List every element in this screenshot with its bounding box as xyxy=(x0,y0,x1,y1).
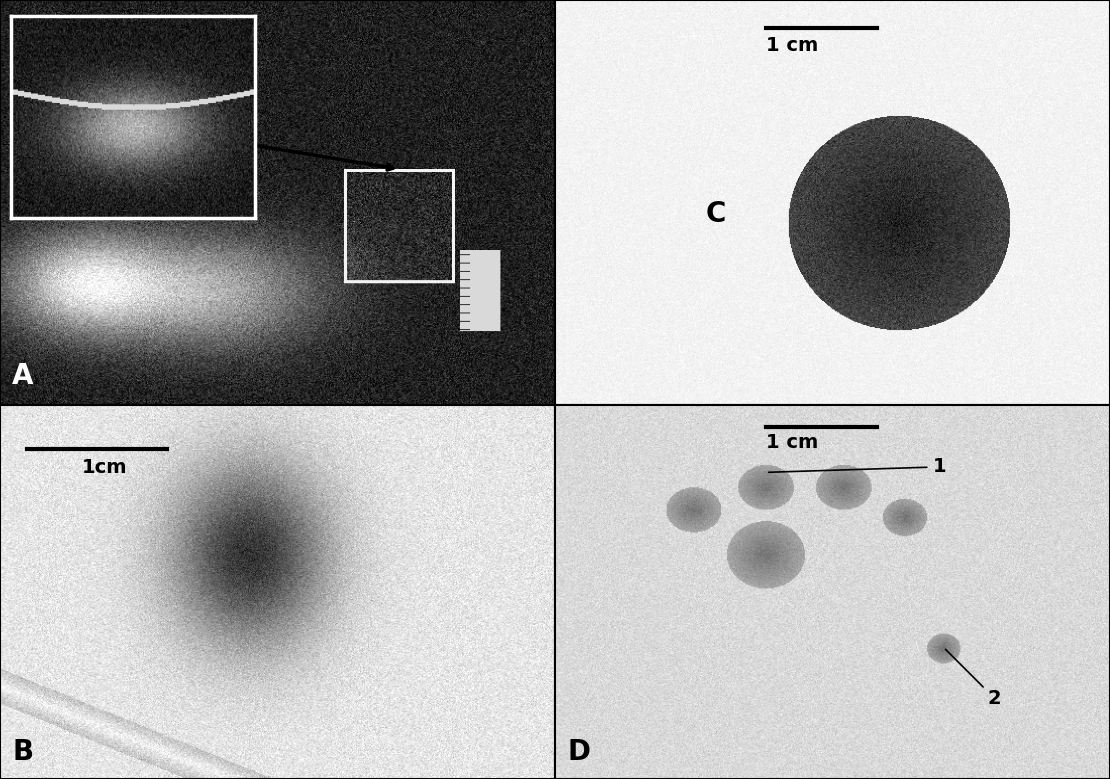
Text: 1 cm: 1 cm xyxy=(766,433,818,453)
Text: A: A xyxy=(12,362,33,390)
Text: 1 cm: 1 cm xyxy=(766,36,818,55)
Text: 1cm: 1cm xyxy=(82,458,128,478)
Text: B: B xyxy=(12,738,33,766)
Text: D: D xyxy=(567,738,591,766)
Text: 2: 2 xyxy=(946,649,1001,708)
Text: 1: 1 xyxy=(769,457,946,477)
Text: C: C xyxy=(705,200,726,228)
